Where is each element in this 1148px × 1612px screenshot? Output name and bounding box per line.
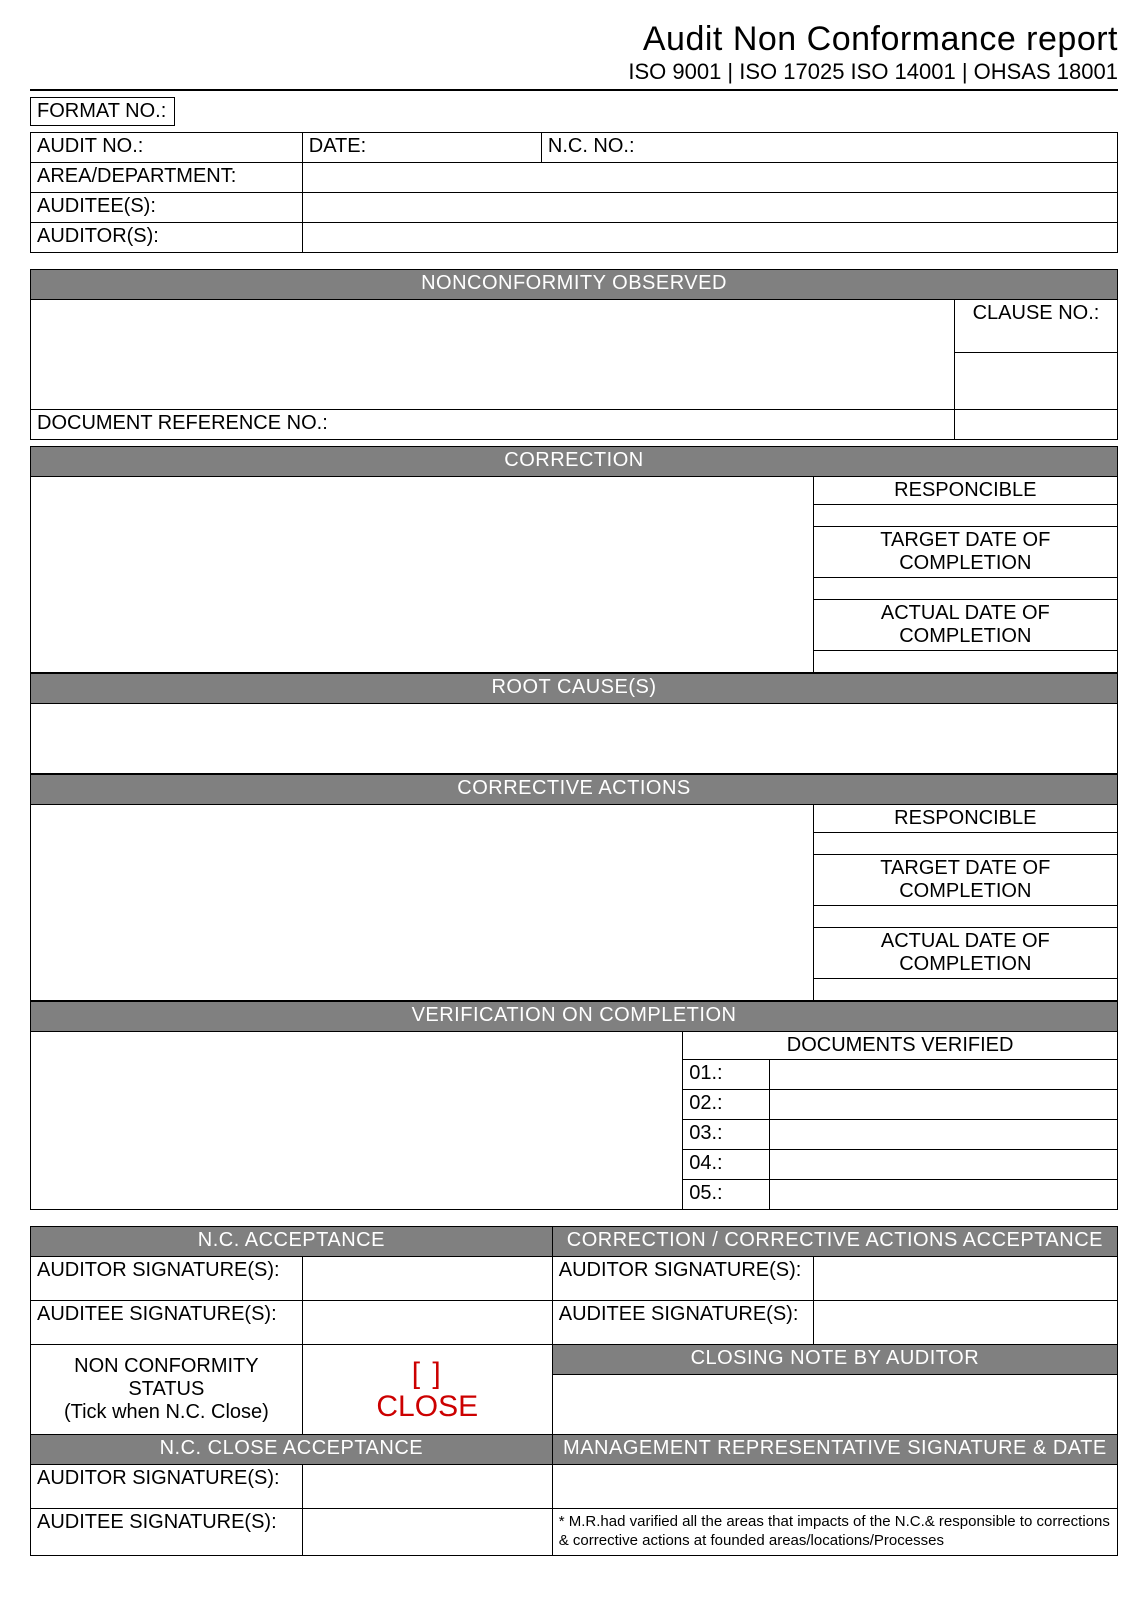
corrective-actions-head: CORRECTIVE ACTIONS bbox=[31, 775, 1118, 805]
footnote: * M.R.had varified all the areas that im… bbox=[552, 1509, 1117, 1556]
auditees-label: AUDITEE(S): bbox=[31, 193, 303, 223]
actual-date-label: ACTUAL DATE OF COMPLETION bbox=[813, 600, 1117, 651]
cc-auditee-sig-value[interactable] bbox=[813, 1301, 1117, 1345]
doc-row-1: 02.: bbox=[683, 1090, 770, 1120]
nc-auditee-sig-label: AUDITEE SIGNATURE(S): bbox=[31, 1301, 303, 1345]
close-auditor-sig-label: AUDITOR SIGNATURE(S): bbox=[31, 1465, 303, 1509]
nonconformity-table: NONCONFORMITY OBSERVED CLAUSE NO.: DOCUM… bbox=[30, 269, 1118, 440]
close-auditee-sig-label: AUDITEE SIGNATURE(S): bbox=[31, 1509, 303, 1556]
doc-row-1-val[interactable] bbox=[770, 1090, 1118, 1120]
close-auditee-sig-value[interactable] bbox=[302, 1509, 552, 1556]
status-label: NON CONFORMITY STATUS (Tick when N.C. Cl… bbox=[31, 1345, 303, 1435]
clause-no-label: CLAUSE NO.: bbox=[954, 300, 1117, 353]
correction-head: CORRECTION bbox=[31, 447, 1118, 477]
area-label: AREA/DEPARTMENT: bbox=[31, 163, 303, 193]
doc-row-2: 03.: bbox=[683, 1120, 770, 1150]
root-cause-table: ROOT CAUSE(S) bbox=[30, 673, 1118, 774]
ca-target-date-value[interactable] bbox=[813, 906, 1117, 928]
date-label: DATE: bbox=[302, 133, 541, 163]
nc-auditee-sig-value[interactable] bbox=[302, 1301, 552, 1345]
doc-row-0-val[interactable] bbox=[770, 1060, 1118, 1090]
documents-verified-label: DOCUMENTS VERIFIED bbox=[683, 1032, 1118, 1060]
auditees-value[interactable] bbox=[302, 193, 1117, 223]
auditors-label: AUDITOR(S): bbox=[31, 223, 303, 253]
nonconformity-text[interactable] bbox=[31, 300, 955, 410]
verification-table: VERIFICATION ON COMPLETION DOCUMENTS VER… bbox=[30, 1001, 1118, 1210]
nc-auditor-sig-label: AUDITOR SIGNATURE(S): bbox=[31, 1257, 303, 1301]
doc-ref-value[interactable] bbox=[954, 410, 1117, 440]
cc-acceptance-head: CORRECTION / CORRECTIVE ACTIONS ACCEPTAN… bbox=[552, 1227, 1117, 1257]
responsible-label: RESPONCIBLE bbox=[813, 477, 1117, 505]
clause-no-value[interactable] bbox=[954, 353, 1117, 410]
verification-text[interactable] bbox=[31, 1032, 683, 1210]
doc-row-3: 04.: bbox=[683, 1150, 770, 1180]
root-cause-head: ROOT CAUSE(S) bbox=[31, 674, 1118, 704]
responsible-value[interactable] bbox=[813, 505, 1117, 527]
format-no-label: FORMAT NO.: bbox=[30, 97, 175, 126]
correction-text[interactable] bbox=[31, 477, 814, 673]
corrective-actions-table: CORRECTIVE ACTIONS RESPONCIBLE TARGET DA… bbox=[30, 774, 1118, 1001]
actual-date-value[interactable] bbox=[813, 651, 1117, 673]
nc-no-label: N.C. NO.: bbox=[541, 133, 1117, 163]
target-date-label: TARGET DATE OF COMPLETION bbox=[813, 527, 1117, 578]
ca-actual-date-value[interactable] bbox=[813, 979, 1117, 1001]
corrective-actions-text[interactable] bbox=[31, 805, 814, 1001]
doc-row-2-val[interactable] bbox=[770, 1120, 1118, 1150]
ca-actual-date-label: ACTUAL DATE OF COMPLETION bbox=[813, 928, 1117, 979]
nc-acceptance-head: N.C. ACCEPTANCE bbox=[31, 1227, 553, 1257]
ca-responsible-label: RESPONCIBLE bbox=[813, 805, 1117, 833]
mr-sig-value[interactable] bbox=[552, 1465, 1117, 1509]
cc-auditee-sig-label: AUDITEE SIGNATURE(S): bbox=[552, 1301, 813, 1345]
root-cause-text[interactable] bbox=[31, 704, 1118, 774]
ca-target-date-label: TARGET DATE OF COMPLETION bbox=[813, 855, 1117, 906]
correction-table: CORRECTION RESPONCIBLE TARGET DATE OF CO… bbox=[30, 446, 1118, 673]
page-subtitle: ISO 9001 | ISO 17025 ISO 14001 | OHSAS 1… bbox=[30, 59, 1118, 91]
close-auditor-sig-value[interactable] bbox=[302, 1465, 552, 1509]
doc-row-4: 05.: bbox=[683, 1180, 770, 1210]
nc-auditor-sig-value[interactable] bbox=[302, 1257, 552, 1301]
page-title: Audit Non Conformance report bbox=[30, 20, 1118, 59]
doc-row-3-val[interactable] bbox=[770, 1150, 1118, 1180]
ca-responsible-value[interactable] bbox=[813, 833, 1117, 855]
verification-head: VERIFICATION ON COMPLETION bbox=[31, 1002, 1118, 1032]
close-box[interactable]: [ ] CLOSE bbox=[302, 1345, 552, 1435]
doc-row-0: 01.: bbox=[683, 1060, 770, 1090]
nonconformity-head: NONCONFORMITY OBSERVED bbox=[31, 270, 1118, 300]
mr-sig-head: MANAGEMENT REPRESENTATIVE SIGNATURE & DA… bbox=[552, 1435, 1117, 1465]
doc-row-4-val[interactable] bbox=[770, 1180, 1118, 1210]
cc-auditor-sig-value[interactable] bbox=[813, 1257, 1117, 1301]
nc-close-acceptance-head: N.C. CLOSE ACCEPTANCE bbox=[31, 1435, 553, 1465]
auditors-value[interactable] bbox=[302, 223, 1117, 253]
area-value[interactable] bbox=[302, 163, 1117, 193]
closing-note-text[interactable] bbox=[552, 1375, 1117, 1435]
audit-no-label: AUDIT NO.: bbox=[31, 133, 303, 163]
info-table: AUDIT NO.: DATE: N.C. NO.: AREA/DEPARTME… bbox=[30, 132, 1118, 253]
cc-auditor-sig-label: AUDITOR SIGNATURE(S): bbox=[552, 1257, 813, 1301]
doc-ref-label: DOCUMENT REFERENCE NO.: bbox=[31, 410, 955, 440]
target-date-value[interactable] bbox=[813, 578, 1117, 600]
closing-note-head: CLOSING NOTE BY AUDITOR bbox=[552, 1345, 1117, 1375]
acceptance-table: N.C. ACCEPTANCE CORRECTION / CORRECTIVE … bbox=[30, 1226, 1118, 1556]
